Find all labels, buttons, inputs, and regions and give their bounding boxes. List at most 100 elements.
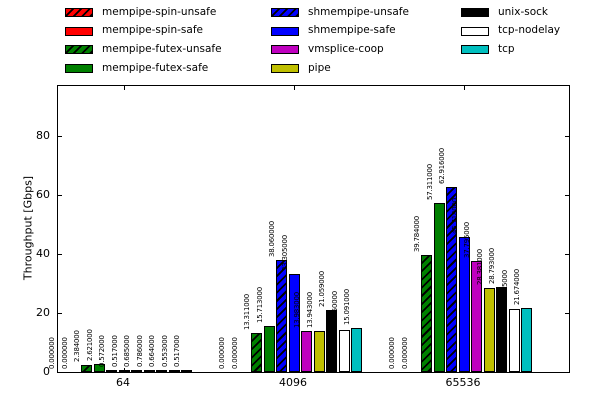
bar-value-label-mempipe-futex-unsafe-4096: 13.311000 bbox=[243, 293, 251, 330]
ytick-mark-left bbox=[58, 135, 62, 137]
xtick-label-4096: 4096 bbox=[279, 376, 307, 389]
bar-mempipe-futex-unsafe-4096 bbox=[251, 332, 262, 372]
bar-value-label-vmsplice-coop-64: 0.685000 bbox=[123, 335, 131, 367]
bar-tcp-nodelay-4096 bbox=[338, 329, 350, 372]
ytick-label-0: 0 bbox=[43, 364, 50, 378]
bar-pipe-4096 bbox=[313, 330, 325, 372]
bar-pipe-64 bbox=[143, 369, 155, 372]
bar-value-label-mempipe-futex-safe-64: 2.621000 bbox=[85, 329, 94, 362]
bar-value-label-mempipe-futex-safe-4096: 15.713000 bbox=[255, 286, 264, 323]
bar-shmempipe-unsafe-64 bbox=[106, 370, 117, 372]
bar-vmsplice-coop-64 bbox=[131, 369, 142, 372]
legend-label-unix-sock: unix-sock bbox=[498, 5, 548, 18]
ytick-mark-right bbox=[565, 194, 569, 196]
bar-shmempipe-unsafe-4096 bbox=[276, 259, 287, 372]
bar-value-label-mempipe-spin-safe-65536: 0.000000 bbox=[400, 337, 409, 369]
bar-value-label-shmempipe-unsafe-64: 0.572000 bbox=[98, 335, 106, 368]
xtick-label-65536: 65536 bbox=[445, 376, 481, 389]
legend-label-mempipe-spin-safe: mempipe-spin-safe bbox=[102, 24, 203, 37]
legend-label-shmempipe-safe: shmempipe-safe bbox=[308, 24, 396, 37]
legend-swatch-shmempipe-unsafe bbox=[271, 8, 299, 17]
bar-value-label-pipe-4096: 13.943000 bbox=[305, 291, 314, 328]
legend-swatch-unix-sock bbox=[461, 8, 489, 17]
legend-swatch-mempipe-futex-safe bbox=[65, 64, 93, 74]
bar-value-label-mempipe-spin-unsafe-65536: 0.000000 bbox=[388, 337, 396, 369]
legend-swatch-tcp bbox=[461, 45, 489, 55]
bar-value-label-shmempipe-safe-64: 0.517000 bbox=[110, 335, 119, 368]
bar-value-label-shmempipe-unsafe-65536: 62.916000 bbox=[438, 147, 446, 184]
legend-label-tcp-nodelay: tcp-nodelay bbox=[498, 24, 561, 37]
ytick-mark-right bbox=[565, 312, 569, 314]
bar-value-label-tcp-nodelay-64: 0.553000 bbox=[160, 335, 169, 368]
bar-mempipe-futex-safe-4096 bbox=[263, 325, 275, 372]
xtick-mark-top bbox=[463, 86, 465, 90]
bar-value-label-shmempipe-unsafe-4096: 38.060000 bbox=[268, 220, 276, 257]
legend-label-tcp: tcp bbox=[498, 42, 515, 55]
legend-label-pipe: pipe bbox=[308, 61, 331, 74]
bar-shmempipe-unsafe-65536 bbox=[446, 186, 457, 372]
ytick-mark-right bbox=[565, 253, 569, 255]
bar-value-label-mempipe-spin-unsafe-4096: 0.000000 bbox=[218, 337, 226, 369]
xtick-mark-top bbox=[123, 86, 125, 90]
bar-unix-sock-4096 bbox=[326, 309, 337, 372]
bar-shmempipe-safe-64 bbox=[118, 370, 130, 372]
ytick-mark-left bbox=[58, 253, 62, 255]
plot-area: 0.000000 0.000000 2.384000 2.621000 0.572000… bbox=[48, 85, 570, 373]
bar-value-label-mempipe-spin-safe-64: 0.000000 bbox=[60, 337, 69, 369]
legend-swatch-vmsplice-coop bbox=[271, 45, 299, 55]
bar-mempipe-futex-safe-65536 bbox=[433, 203, 445, 372]
bar-value-label-tcp-nodelay-4096: 14.350000 bbox=[330, 290, 339, 327]
ytick-label-80: 80 bbox=[36, 128, 50, 142]
bar-value-label-tcp-4096: 15.091000 bbox=[343, 288, 351, 325]
bar-value-label-tcp-64: 0.517000 bbox=[173, 335, 181, 368]
bar-tcp-nodelay-65536 bbox=[508, 309, 520, 372]
legend-swatch-shmempipe-safe bbox=[271, 26, 299, 36]
legend-label-shmempipe-unsafe: shmempipe-unsafe bbox=[308, 5, 409, 18]
bar-value-label-tcp-nodelay-65536: 21.355000 bbox=[500, 269, 509, 307]
bar-value-label-vmsplice-coop-4096: 13.983000 bbox=[293, 291, 301, 328]
bar-value-label-mempipe-spin-safe-4096: 0.000000 bbox=[230, 337, 239, 369]
legend-swatch-mempipe-spin-safe bbox=[65, 26, 93, 36]
bar-value-label-mempipe-futex-unsafe-65536: 39.784000 bbox=[413, 215, 421, 252]
xtick-label-64: 64 bbox=[116, 376, 130, 389]
bar-tcp-nodelay-64 bbox=[168, 370, 180, 372]
bar-value-label-tcp-65536: 21.674000 bbox=[513, 269, 521, 306]
legend-label-vmsplice-coop: vmsplice-coop bbox=[308, 42, 384, 55]
bar-value-label-pipe-65536: 28.381000 bbox=[475, 249, 484, 286]
legend-label-mempipe-spin-unsafe: mempipe-spin-unsafe bbox=[102, 5, 217, 18]
legend-swatch-mempipe-spin-unsafe bbox=[65, 8, 93, 17]
ytick-label-60: 60 bbox=[36, 187, 50, 201]
ytick-label-20: 20 bbox=[36, 305, 50, 319]
bar-shmempipe-safe-65536 bbox=[458, 237, 470, 372]
ytick-mark-left bbox=[58, 194, 62, 196]
ytick-label-40: 40 bbox=[36, 246, 50, 260]
bar-mempipe-futex-unsafe-65536 bbox=[421, 254, 432, 372]
bar-unix-sock-64 bbox=[156, 370, 167, 372]
bar-mempipe-futex-safe-64 bbox=[93, 364, 105, 372]
bar-pipe-65536 bbox=[483, 288, 495, 372]
bar-vmsplice-coop-65536 bbox=[471, 260, 482, 372]
bar-value-label-vmsplice-coop-65536: 37.795000 bbox=[463, 221, 471, 258]
bar-value-label-shmempipe-safe-4096: 33.305000 bbox=[280, 234, 289, 271]
bar-value-label-mempipe-futex-unsafe-64: 2.384000 bbox=[73, 330, 81, 362]
xtick-mark-top bbox=[293, 86, 295, 90]
bar-tcp-64 bbox=[181, 370, 192, 372]
legend-swatch-mempipe-futex-unsafe bbox=[65, 45, 93, 55]
bar-tcp-4096 bbox=[351, 327, 362, 372]
legend-label-mempipe-futex-safe: mempipe-futex-safe bbox=[102, 61, 209, 74]
legend-swatch-pipe bbox=[271, 64, 299, 74]
ytick-mark-left bbox=[58, 312, 62, 314]
bar-value-label-mempipe-futex-safe-65536: 57.311000 bbox=[425, 163, 434, 201]
bar-value-label-unix-sock-4096: 21.059000 bbox=[318, 270, 326, 307]
bar-value-label-unix-sock-64: 0.664000 bbox=[148, 335, 156, 368]
bar-value-label-pipe-64: 0.786000 bbox=[135, 334, 144, 367]
bar-tcp-65536 bbox=[521, 308, 532, 372]
bar-vmsplice-coop-4096 bbox=[301, 330, 312, 372]
ytick-mark-right bbox=[565, 135, 569, 137]
legend-label-mempipe-futex-unsafe: mempipe-futex-unsafe bbox=[102, 42, 222, 55]
bar-mempipe-futex-unsafe-64 bbox=[81, 364, 92, 372]
bar-value-label-unix-sock-65536: 28.793000 bbox=[488, 248, 496, 285]
bar-value-label-shmempipe-safe-65536: 45.718000 bbox=[450, 198, 459, 235]
legend-swatch-tcp-nodelay bbox=[461, 26, 489, 36]
